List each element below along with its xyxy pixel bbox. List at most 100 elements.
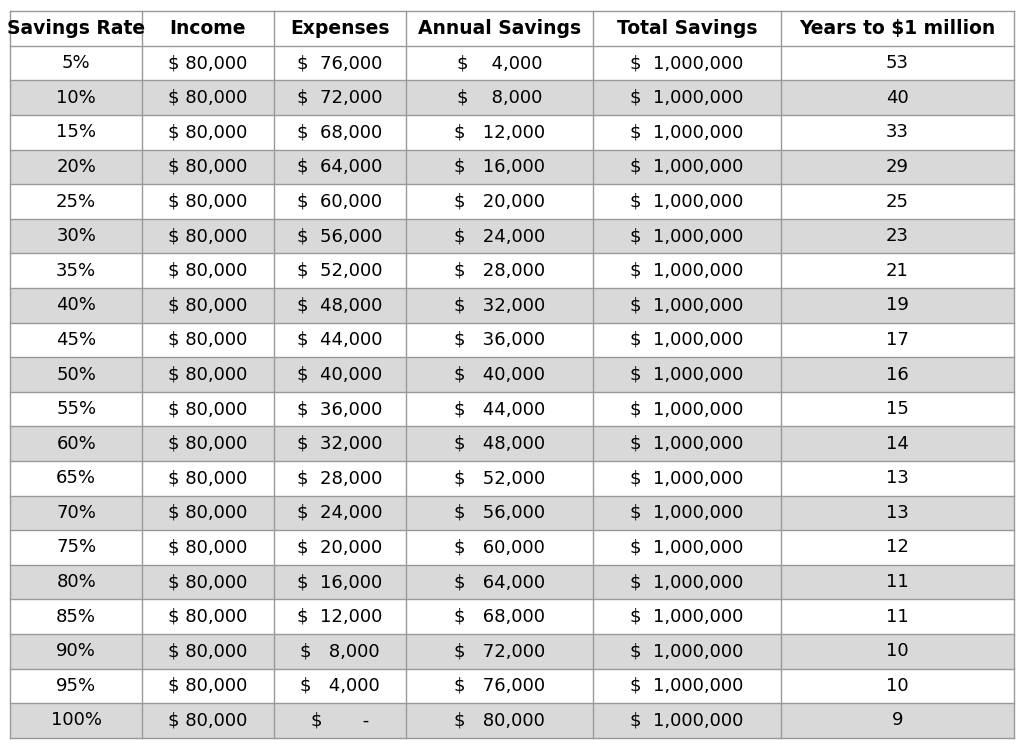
Bar xyxy=(780,253,1014,288)
Text: 17: 17 xyxy=(886,331,908,349)
Text: 55%: 55% xyxy=(56,400,96,418)
Text: $  1,000,000: $ 1,000,000 xyxy=(630,400,743,418)
Bar xyxy=(273,219,406,253)
Bar xyxy=(142,11,273,46)
Bar xyxy=(406,323,593,357)
Text: $ 80,000: $ 80,000 xyxy=(168,88,248,106)
Text: Expenses: Expenses xyxy=(290,19,389,38)
Bar xyxy=(273,496,406,530)
Text: $   80,000: $ 80,000 xyxy=(454,712,545,730)
Text: 13: 13 xyxy=(886,504,908,522)
Text: $ 80,000: $ 80,000 xyxy=(168,297,248,315)
Text: 12: 12 xyxy=(886,539,908,557)
Bar xyxy=(406,426,593,461)
Bar xyxy=(142,703,273,738)
Bar xyxy=(593,115,780,150)
Bar xyxy=(10,46,142,80)
Bar xyxy=(10,184,142,219)
Text: 16: 16 xyxy=(886,366,908,383)
Text: 29: 29 xyxy=(886,158,908,176)
Text: 14: 14 xyxy=(886,434,908,452)
Bar xyxy=(593,357,780,392)
Bar xyxy=(406,599,593,634)
Bar xyxy=(273,11,406,46)
Bar xyxy=(273,80,406,115)
Text: 53: 53 xyxy=(886,54,908,72)
Text: $ 80,000: $ 80,000 xyxy=(168,158,248,176)
Text: $  1,000,000: $ 1,000,000 xyxy=(630,607,743,625)
Bar xyxy=(10,253,142,288)
Bar xyxy=(10,80,142,115)
Bar xyxy=(142,150,273,184)
Bar xyxy=(780,357,1014,392)
Bar xyxy=(593,703,780,738)
Bar xyxy=(142,634,273,669)
Bar xyxy=(142,426,273,461)
Text: $  1,000,000: $ 1,000,000 xyxy=(630,366,743,383)
Text: 15%: 15% xyxy=(56,124,96,142)
Text: $ 80,000: $ 80,000 xyxy=(168,227,248,245)
Bar xyxy=(273,426,406,461)
Text: $ 80,000: $ 80,000 xyxy=(168,400,248,418)
Text: 95%: 95% xyxy=(56,677,96,695)
Bar xyxy=(780,11,1014,46)
Text: $  52,000: $ 52,000 xyxy=(297,261,382,279)
Text: $ 80,000: $ 80,000 xyxy=(168,261,248,279)
Text: $  56,000: $ 56,000 xyxy=(297,227,382,245)
Bar xyxy=(593,426,780,461)
Text: $  1,000,000: $ 1,000,000 xyxy=(630,712,743,730)
Text: Savings Rate: Savings Rate xyxy=(7,19,145,38)
Bar xyxy=(780,46,1014,80)
Text: $   56,000: $ 56,000 xyxy=(454,504,545,522)
Text: $  1,000,000: $ 1,000,000 xyxy=(630,504,743,522)
Bar xyxy=(142,565,273,599)
Text: $  1,000,000: $ 1,000,000 xyxy=(630,331,743,349)
Bar xyxy=(593,80,780,115)
Text: 25%: 25% xyxy=(56,192,96,210)
Bar xyxy=(780,669,1014,703)
Bar xyxy=(593,669,780,703)
Bar xyxy=(273,392,406,426)
Text: 10%: 10% xyxy=(56,88,96,106)
Bar xyxy=(142,253,273,288)
Text: $  1,000,000: $ 1,000,000 xyxy=(630,297,743,315)
Text: 40%: 40% xyxy=(56,297,96,315)
Bar xyxy=(142,115,273,150)
Text: $  28,000: $ 28,000 xyxy=(297,470,382,488)
Bar xyxy=(593,288,780,323)
Text: $ 80,000: $ 80,000 xyxy=(168,504,248,522)
Bar xyxy=(593,599,780,634)
Bar xyxy=(593,323,780,357)
Text: $  1,000,000: $ 1,000,000 xyxy=(630,434,743,452)
Bar xyxy=(10,288,142,323)
Bar xyxy=(142,599,273,634)
Bar xyxy=(273,669,406,703)
Text: $       -: $ - xyxy=(310,712,369,730)
Bar xyxy=(593,11,780,46)
Text: Annual Savings: Annual Savings xyxy=(418,19,581,38)
Text: $  44,000: $ 44,000 xyxy=(297,331,382,349)
Text: $   32,000: $ 32,000 xyxy=(454,297,545,315)
Text: $  1,000,000: $ 1,000,000 xyxy=(630,88,743,106)
Bar xyxy=(406,184,593,219)
Bar xyxy=(10,634,142,669)
Text: 5%: 5% xyxy=(61,54,90,72)
Bar xyxy=(142,80,273,115)
Bar xyxy=(142,46,273,80)
Text: 10: 10 xyxy=(886,677,908,695)
Text: $   60,000: $ 60,000 xyxy=(454,539,545,557)
Bar xyxy=(10,426,142,461)
Bar xyxy=(780,219,1014,253)
Text: $   52,000: $ 52,000 xyxy=(454,470,545,488)
Bar xyxy=(593,634,780,669)
Bar xyxy=(142,219,273,253)
Text: Income: Income xyxy=(170,19,246,38)
Bar xyxy=(142,184,273,219)
Text: $   24,000: $ 24,000 xyxy=(454,227,545,245)
Text: $   16,000: $ 16,000 xyxy=(454,158,545,176)
Bar xyxy=(780,461,1014,496)
Bar xyxy=(406,530,593,565)
Bar xyxy=(10,219,142,253)
Bar xyxy=(10,669,142,703)
Text: $   48,000: $ 48,000 xyxy=(454,434,545,452)
